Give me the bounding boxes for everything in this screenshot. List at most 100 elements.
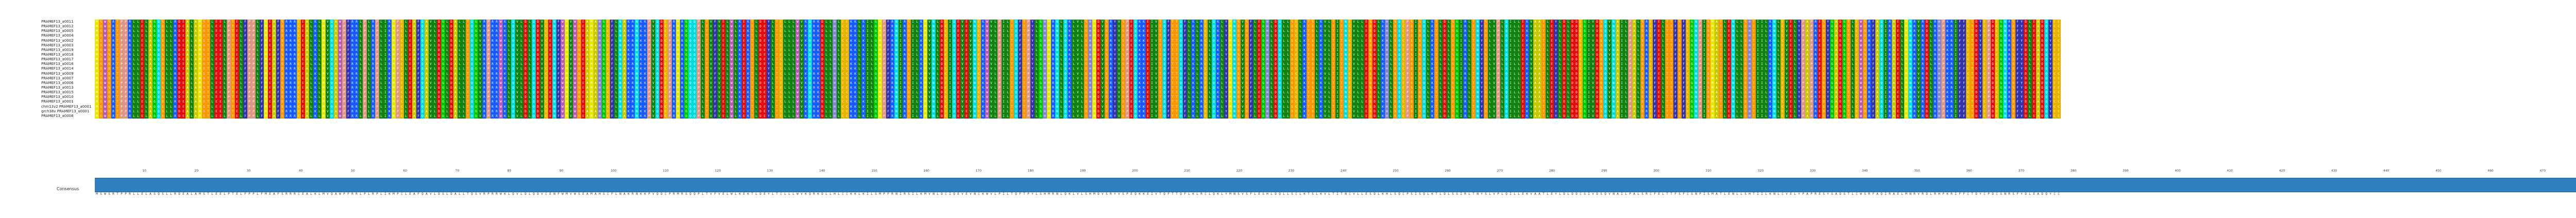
residue-cell: Q [1014,47,1018,53]
residue-cell: L [1282,24,1286,29]
residue-cell: L [1764,24,1768,29]
sequence-name[interactable]: PRAMEF13_a0017 [41,57,74,62]
residue-cell: K [1138,24,1142,29]
residue-cell: M [565,24,569,29]
sequence-name[interactable]: PRAMEF13_a0001 [41,99,74,104]
residue-cell: T [1541,57,1546,62]
residue-cell: M [676,38,680,43]
residue-cell: T [1171,62,1175,67]
residue-cell: S [1368,43,1372,48]
residue-cell: E [956,43,960,48]
residue-cell: S [2011,52,2015,58]
residue-cell: E [581,20,585,25]
sequence-name[interactable]: PRAMEF13_a0010 [41,95,74,99]
residue-cell: S [1599,38,1603,43]
residue-cell: R [1814,38,1818,43]
residue-cell: L [1438,24,1443,29]
residue-cell: R [2007,43,2011,48]
residue-cell: D [1372,47,1377,53]
residue-cell: V [717,57,721,62]
residue-cell: S [1640,52,1645,58]
residue-cell: L [1208,29,1212,34]
residue-cell: E [1257,20,1261,25]
residue-cell: L [1517,43,1521,48]
residue-cell: S [1105,33,1109,39]
residue-cell: T [1970,43,1974,48]
sequence-name[interactable]: PRAMEF13_a0004 [41,33,74,38]
residue-cell: L [1513,43,1517,48]
residue-cell: A [425,47,429,53]
residue-cell: A [453,33,457,39]
residue-cell: E [956,47,960,53]
residue-cell: C [1401,29,1405,34]
residue-cell: L [1929,43,1933,48]
sequence-name[interactable]: PRAMEF13_a0015 [41,90,74,95]
residue-cell: K [1945,29,1950,34]
sequence-name[interactable]: PRAMEF13_a0011 [41,20,74,24]
sequence-name[interactable]: PRAMEF13_a0019 [41,47,74,52]
residue-cell: L [1059,62,1063,67]
residue-cell: A [585,29,589,34]
residue-cell: L [1286,20,1290,25]
residue-cell: S [1121,20,1125,25]
residue-cell: Y [2048,52,2053,58]
sequence-name[interactable]: PRAMEF13_a0008 [41,113,74,118]
sequence-name[interactable]: PRAMEF13_a0002 [41,38,74,43]
residue-cell: L [701,29,705,34]
sequence-name[interactable]: PRAMEF13_a0003 [41,43,74,47]
residue-cell: C [1995,57,1999,62]
sequence-name[interactable]: PRAMEF13_a0006 [41,80,74,85]
residue-cell: V [717,29,721,34]
residue-cell: K [1381,24,1385,29]
residue-cell: P [342,62,346,67]
sequence-name[interactable]: PRAMEF13_a0005 [41,29,74,33]
residue-cell: L [1426,38,1430,43]
residue-cell: V [709,29,713,34]
sequence-name[interactable]: PRAMEF13_a0009 [41,71,74,76]
residue-cell: D [1595,52,1599,58]
residue-cell: K [387,24,392,29]
residue-cell: A [1533,20,1537,25]
residue-cell: K [919,24,923,29]
residue-cell: E [1364,43,1368,48]
residue-cell: I [1002,20,1006,25]
sequence-name[interactable]: PRAMEF13_a0014 [41,66,74,71]
sequence-name[interactable]: grch38v PRAMEF13_a0001 [41,109,90,113]
residue-cell: D [758,66,762,72]
residue-cell: V [717,33,721,39]
residue-cell: K [1319,33,1323,39]
residue-cell: S [1105,43,1109,48]
residue-cell: H [598,47,602,53]
residue-cell: L [144,43,148,48]
residue-cell: E [742,57,746,62]
sequence-name[interactable]: chm13v2 PRAMEF13_a0001 [41,104,92,109]
residue-cell: W [561,38,565,43]
residue-cell: D [1925,38,1929,43]
residue-cell: V [540,57,544,62]
residue-cell: R [289,66,293,72]
residue-cell: L [433,24,437,29]
residue-cell: V [651,29,655,34]
residue-cell: R [1645,43,1649,48]
residue-cell: S [1822,43,1826,48]
residue-cell: H [1748,24,1752,29]
residue-cell: I [1150,43,1154,48]
residue-cell: I [1760,43,1764,48]
residue-cell: I [383,52,387,58]
residue-cell: Q [655,52,659,58]
sequence-name[interactable]: PRAMEF13_a0013 [41,85,74,90]
residue-cell: L [993,47,997,53]
residue-cell: V [1076,43,1080,48]
residue-cell: V [800,57,804,62]
sequence-name[interactable]: PRAMEF13_a0012 [41,24,74,29]
residue-cell: S [1743,57,1748,62]
residue-cell: A [1805,20,1809,25]
residue-cell: V [717,47,721,53]
residue-cell: A [194,38,198,43]
residue-cell: L [190,62,194,67]
residue-cell: G [152,52,157,58]
sequence-name[interactable]: PRAMEF13_a0018 [41,52,74,57]
sequence-name[interactable]: PRAMEF13_a0016 [41,62,74,66]
sequence-name[interactable]: PRAMEF13_a0007 [41,76,74,80]
residue-cell: G [474,66,478,72]
